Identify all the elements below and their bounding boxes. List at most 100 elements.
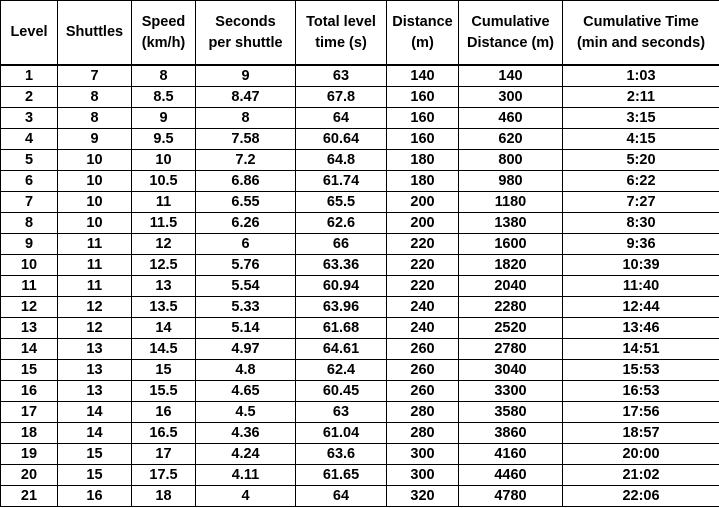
shuttles-cell: 10 — [57, 212, 132, 234]
shuttles-cell: 10 — [57, 191, 132, 213]
table-row: 2 8 8.5 8.47 67.8 160 300 2:11 — [0, 86, 719, 108]
shuttles-cell: 12 — [57, 296, 132, 318]
table-row: 20 15 17.5 4.11 61.65 300 4460 21:02 — [0, 464, 719, 486]
cumulative-time-cell: 4:15 — [562, 128, 719, 150]
speed-header-line: Speed — [141, 13, 186, 30]
distance-header: Distance (m) — [386, 0, 459, 66]
shuttles-header-line: Shuttles — [65, 24, 124, 40]
cumulative-time-cell: 18:57 — [562, 422, 719, 444]
speed-cell: 9 — [131, 107, 196, 129]
shuttles-cell: 13 — [57, 359, 132, 381]
table-row: 10 11 12.5 5.76 63.36 220 1820 10:39 — [0, 254, 719, 276]
distance-cell: 200 — [386, 191, 459, 213]
cumulative-distance-cell: 1600 — [458, 233, 563, 255]
level-cell: 12 — [0, 296, 58, 318]
cumulative-distance-header-line: Distance (m) — [466, 34, 555, 51]
table-row: 1 7 8 9 63 140 140 1:03 — [0, 64, 719, 87]
table-row: 21 16 18 4 64 320 4780 22:06 — [0, 485, 719, 507]
speed-cell: 14 — [131, 317, 196, 339]
distance-cell: 220 — [386, 254, 459, 276]
seconds-per-shuttle-cell: 4.8 — [195, 359, 296, 381]
cumulative-distance-header-line: Cumulative — [471, 13, 550, 30]
cumulative-distance-cell: 3580 — [458, 401, 563, 423]
distance-cell: 140 — [386, 64, 459, 87]
seconds-per-shuttle-header-line: Seconds — [215, 13, 276, 30]
seconds-per-shuttle-cell: 7.2 — [195, 149, 296, 171]
distance-cell: 180 — [386, 170, 459, 192]
cumulative-distance-cell: 300 — [458, 86, 563, 108]
total-level-time-cell: 61.04 — [295, 422, 387, 444]
shuttles-cell: 10 — [57, 170, 132, 192]
speed-cell: 17 — [131, 443, 196, 465]
seconds-per-shuttle-cell: 6.26 — [195, 212, 296, 234]
total-level-time-cell: 62.4 — [295, 359, 387, 381]
distance-cell: 180 — [386, 149, 459, 171]
distance-cell: 160 — [386, 86, 459, 108]
table-row: 5 10 10 7.2 64.8 180 800 5:20 — [0, 149, 719, 171]
speed-header: Speed (km/h) — [131, 0, 196, 66]
distance-cell: 240 — [386, 296, 459, 318]
table-row: 11 11 13 5.54 60.94 220 2040 11:40 — [0, 275, 719, 297]
total-level-time-cell: 64 — [295, 107, 387, 129]
shuttles-cell: 15 — [57, 464, 132, 486]
seconds-per-shuttle-cell: 5.33 — [195, 296, 296, 318]
cumulative-time-cell: 1:03 — [562, 64, 719, 87]
speed-header-line: (km/h) — [141, 34, 186, 51]
level-cell: 18 — [0, 422, 58, 444]
level-cell: 5 — [0, 149, 58, 171]
total-level-time-cell: 66 — [295, 233, 387, 255]
shuttles-cell: 11 — [57, 233, 132, 255]
distance-cell: 220 — [386, 275, 459, 297]
level-cell: 7 — [0, 191, 58, 213]
total-level-time-cell: 64.61 — [295, 338, 387, 360]
shuttles-cell: 10 — [57, 149, 132, 171]
cumulative-distance-header: Cumulative Distance (m) — [458, 0, 563, 66]
distance-cell: 160 — [386, 107, 459, 129]
level-cell: 17 — [0, 401, 58, 423]
total-level-time-header-line: Total level — [306, 13, 376, 30]
distance-cell: 220 — [386, 233, 459, 255]
speed-cell: 18 — [131, 485, 196, 507]
table-row: 19 15 17 4.24 63.6 300 4160 20:00 — [0, 443, 719, 465]
cumulative-time-cell: 17:56 — [562, 401, 719, 423]
table-row: 13 12 14 5.14 61.68 240 2520 13:46 — [0, 317, 719, 339]
cumulative-distance-cell: 1820 — [458, 254, 563, 276]
speed-cell: 12.5 — [131, 254, 196, 276]
total-level-time-cell: 61.68 — [295, 317, 387, 339]
cumulative-distance-cell: 4460 — [458, 464, 563, 486]
cumulative-distance-cell: 2780 — [458, 338, 563, 360]
table-row: 4 9 9.5 7.58 60.64 160 620 4:15 — [0, 128, 719, 150]
cumulative-distance-cell: 3040 — [458, 359, 563, 381]
level-cell: 21 — [0, 485, 58, 507]
level-cell: 20 — [0, 464, 58, 486]
total-level-time-cell: 61.74 — [295, 170, 387, 192]
speed-cell: 11.5 — [131, 212, 196, 234]
cumulative-time-cell: 5:20 — [562, 149, 719, 171]
table-row: 7 10 11 6.55 65.5 200 1180 7:27 — [0, 191, 719, 213]
level-cell: 19 — [0, 443, 58, 465]
cumulative-time-cell: 2:11 — [562, 86, 719, 108]
shuttles-cell: 8 — [57, 107, 132, 129]
distance-cell: 260 — [386, 380, 459, 402]
table-row: 15 13 15 4.8 62.4 260 3040 15:53 — [0, 359, 719, 381]
cumulative-time-cell: 21:02 — [562, 464, 719, 486]
cumulative-time-cell: 12:44 — [562, 296, 719, 318]
table-row: 3 8 9 8 64 160 460 3:15 — [0, 107, 719, 129]
speed-cell: 15 — [131, 359, 196, 381]
seconds-per-shuttle-cell: 6 — [195, 233, 296, 255]
seconds-per-shuttle-header: Seconds per shuttle — [195, 0, 296, 66]
distance-cell: 260 — [386, 359, 459, 381]
speed-cell: 15.5 — [131, 380, 196, 402]
total-level-time-cell: 67.8 — [295, 86, 387, 108]
table-row: 8 10 11.5 6.26 62.6 200 1380 8:30 — [0, 212, 719, 234]
seconds-per-shuttle-cell: 5.76 — [195, 254, 296, 276]
shuttles-cell: 9 — [57, 128, 132, 150]
total-level-time-cell: 60.94 — [295, 275, 387, 297]
seconds-per-shuttle-cell: 4.97 — [195, 338, 296, 360]
level-cell: 11 — [0, 275, 58, 297]
cumulative-time-cell: 20:00 — [562, 443, 719, 465]
seconds-per-shuttle-cell: 6.55 — [195, 191, 296, 213]
speed-cell: 8 — [131, 64, 196, 87]
cumulative-time-cell: 6:22 — [562, 170, 719, 192]
cumulative-time-cell: 8:30 — [562, 212, 719, 234]
